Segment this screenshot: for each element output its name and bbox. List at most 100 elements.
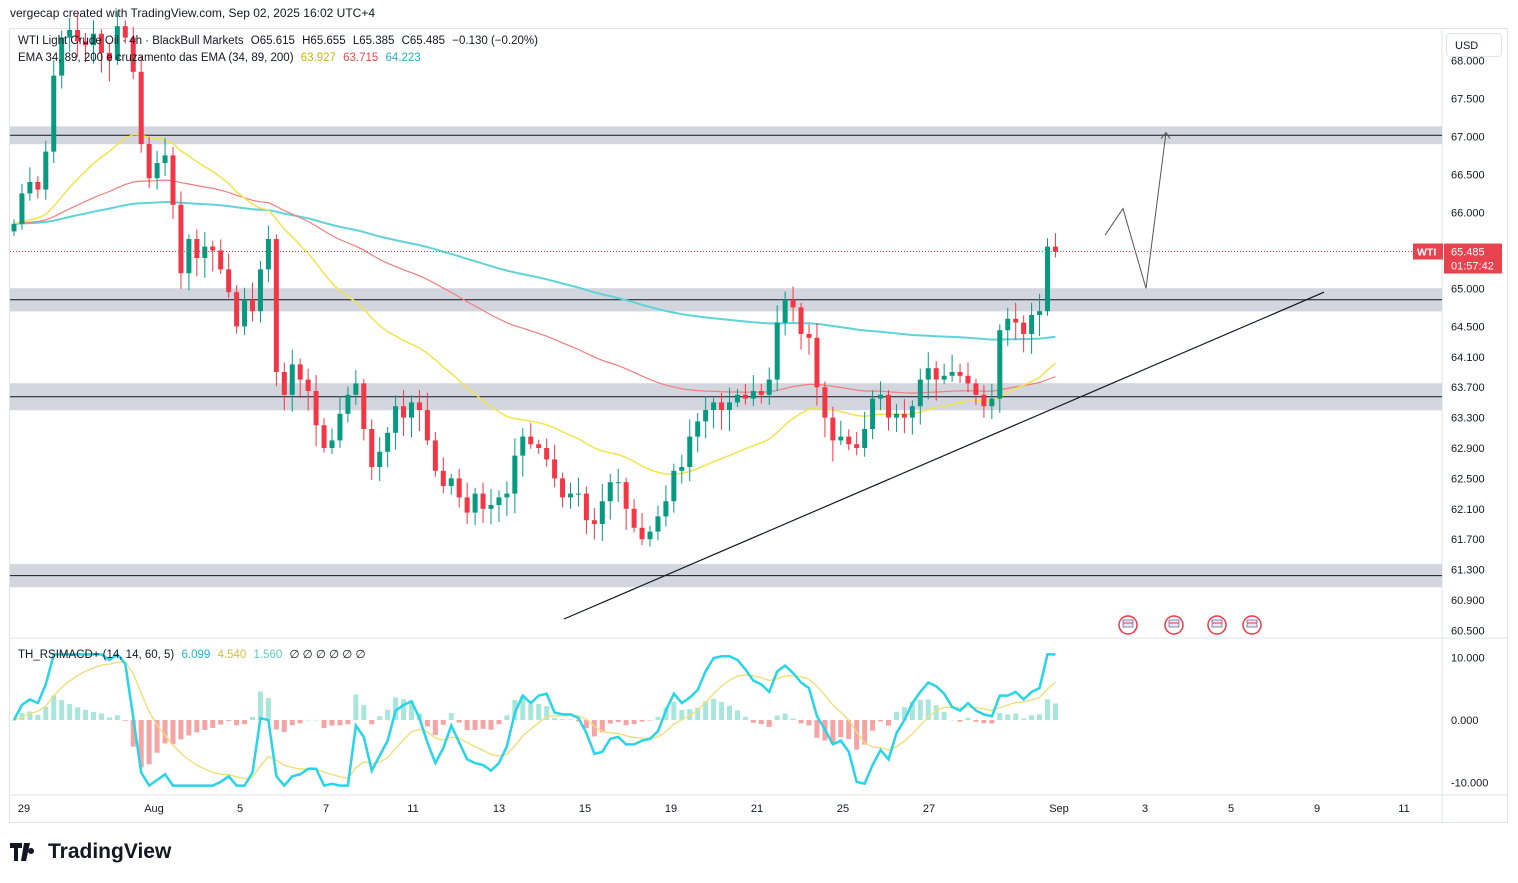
candle-body [194, 239, 200, 258]
osc-histogram-bar [909, 701, 915, 720]
osc-histogram-bar [1005, 714, 1011, 720]
osc-histogram-bar [1029, 715, 1035, 720]
osc-histogram-bar [607, 720, 613, 724]
candle-body [218, 250, 224, 270]
osc-histogram-bar [949, 719, 955, 721]
osc-histogram-bar [409, 701, 414, 720]
symbol-title[interactable]: WTI Light Crude Oil · 4h · BlackBull Mar… [18, 35, 244, 47]
osc-histogram-bar [67, 704, 73, 720]
candle-body [647, 531, 653, 540]
candle-body [989, 398, 995, 407]
ohlc-open: O65.615 [250, 35, 295, 47]
time-tick-label: 11 [1398, 803, 1409, 815]
symbol-legend: WTI Light Crude Oil · 4h · BlackBull Mar… [18, 35, 542, 47]
osc-histogram-bar [186, 720, 192, 736]
oscillator-title[interactable]: TH_RSIMACD+ (14, 14, 60, 5) [18, 649, 175, 661]
candle-body [51, 75, 57, 152]
osc-histogram-bar [385, 709, 391, 720]
osc-histogram-bar [639, 720, 645, 722]
osc-histogram-bar [1021, 718, 1027, 720]
osc-histogram-bar [727, 705, 732, 720]
candle-body [313, 391, 319, 426]
candle-body [552, 459, 558, 479]
candle-body [1052, 246, 1058, 252]
osc-histogram-bar [599, 720, 605, 733]
brand-name: TradingView [48, 840, 172, 863]
osc-histogram-bar [655, 716, 661, 720]
candle-body [591, 520, 597, 524]
candle-body [83, 41, 89, 46]
candle-body [798, 307, 804, 334]
osc-histogram-bar [782, 713, 788, 720]
candle-body [456, 478, 462, 498]
candle-body [893, 413, 899, 418]
osc-histogram-bar [27, 711, 33, 720]
time-tick-label: 13 [493, 803, 505, 815]
price-tick-label: 66.000 [1451, 207, 1485, 219]
osc-histogram-bar [917, 699, 923, 720]
candle-body [226, 269, 232, 293]
osc-histogram-bar [830, 720, 836, 744]
osc-histogram-bar [11, 720, 17, 721]
price-tick-label: 61.300 [1451, 565, 1485, 577]
candle-body [774, 322, 780, 380]
candle-body [671, 470, 677, 502]
price-badge-value: 65.485 [1451, 247, 1485, 259]
osc-histogram-bar [838, 720, 844, 738]
economic-event-flag-icon [1164, 615, 1184, 635]
candle-body [122, 26, 128, 38]
tradingview-logo[interactable]: TradingView [10, 840, 171, 864]
price-badge [1444, 243, 1502, 274]
osc-empty-values: ∅ ∅ ∅ ∅ ∅ ∅ [289, 649, 366, 661]
candle-body [544, 448, 550, 460]
osc-histogram-bar [1037, 714, 1043, 720]
osc-histogram-bar [568, 719, 573, 720]
candle-body [1029, 315, 1035, 334]
osc-histogram-bar [552, 717, 558, 720]
candle-body [941, 375, 947, 380]
osc-histogram-bar [520, 695, 526, 720]
osc-histogram-bar [496, 720, 502, 725]
ema-title[interactable]: EMA 34, 89, 200 e cruzamento das EMA (34… [18, 52, 294, 64]
ema-legend: EMA 34, 89, 200 e cruzamento das EMA (34… [18, 52, 425, 64]
osc-histogram-bar [846, 720, 852, 740]
osc-histogram-bar [742, 716, 748, 720]
price-tick-label: 66.500 [1451, 169, 1485, 181]
currency-selector[interactable]: USD [1446, 33, 1502, 57]
candle-body [568, 493, 573, 498]
candle-body [830, 417, 836, 441]
candle-body [838, 436, 844, 441]
osc-histogram-bar [488, 720, 494, 730]
osc-histogram-bar [472, 720, 478, 730]
osc-histogram-bar [1052, 703, 1058, 720]
candle-body [727, 402, 732, 410]
osc-tick-label: 0.000 [1451, 715, 1479, 727]
osc-histogram-bar [893, 711, 899, 720]
candle-body [822, 387, 828, 418]
candle-body [512, 455, 518, 494]
price-tick-label: 62.100 [1451, 504, 1485, 516]
candle-body [870, 398, 876, 429]
candle-body [43, 151, 49, 190]
osc-histogram-bar [59, 700, 65, 720]
time-tick-label: 11 [407, 803, 418, 815]
osc-histogram-bar [178, 720, 184, 740]
osc-histogram-bar [281, 720, 287, 733]
candle-body [957, 372, 963, 376]
candle-body [305, 379, 311, 391]
candle-body [106, 52, 112, 61]
candle-body [782, 299, 788, 323]
osc-histogram-bar [43, 707, 49, 720]
time-tick-label: 3 [1142, 803, 1148, 815]
ema200-value: 64.223 [385, 52, 421, 64]
candle-body [186, 239, 192, 274]
candle-body [719, 402, 725, 410]
candle-body [162, 155, 168, 163]
osc-histogram-bar [424, 720, 430, 727]
time-tick-label: Aug [144, 803, 164, 815]
candle-body [361, 383, 367, 429]
price-tick-label: 67.000 [1451, 131, 1485, 143]
osc-histogram-bar [122, 720, 128, 721]
candle-body [878, 394, 884, 399]
